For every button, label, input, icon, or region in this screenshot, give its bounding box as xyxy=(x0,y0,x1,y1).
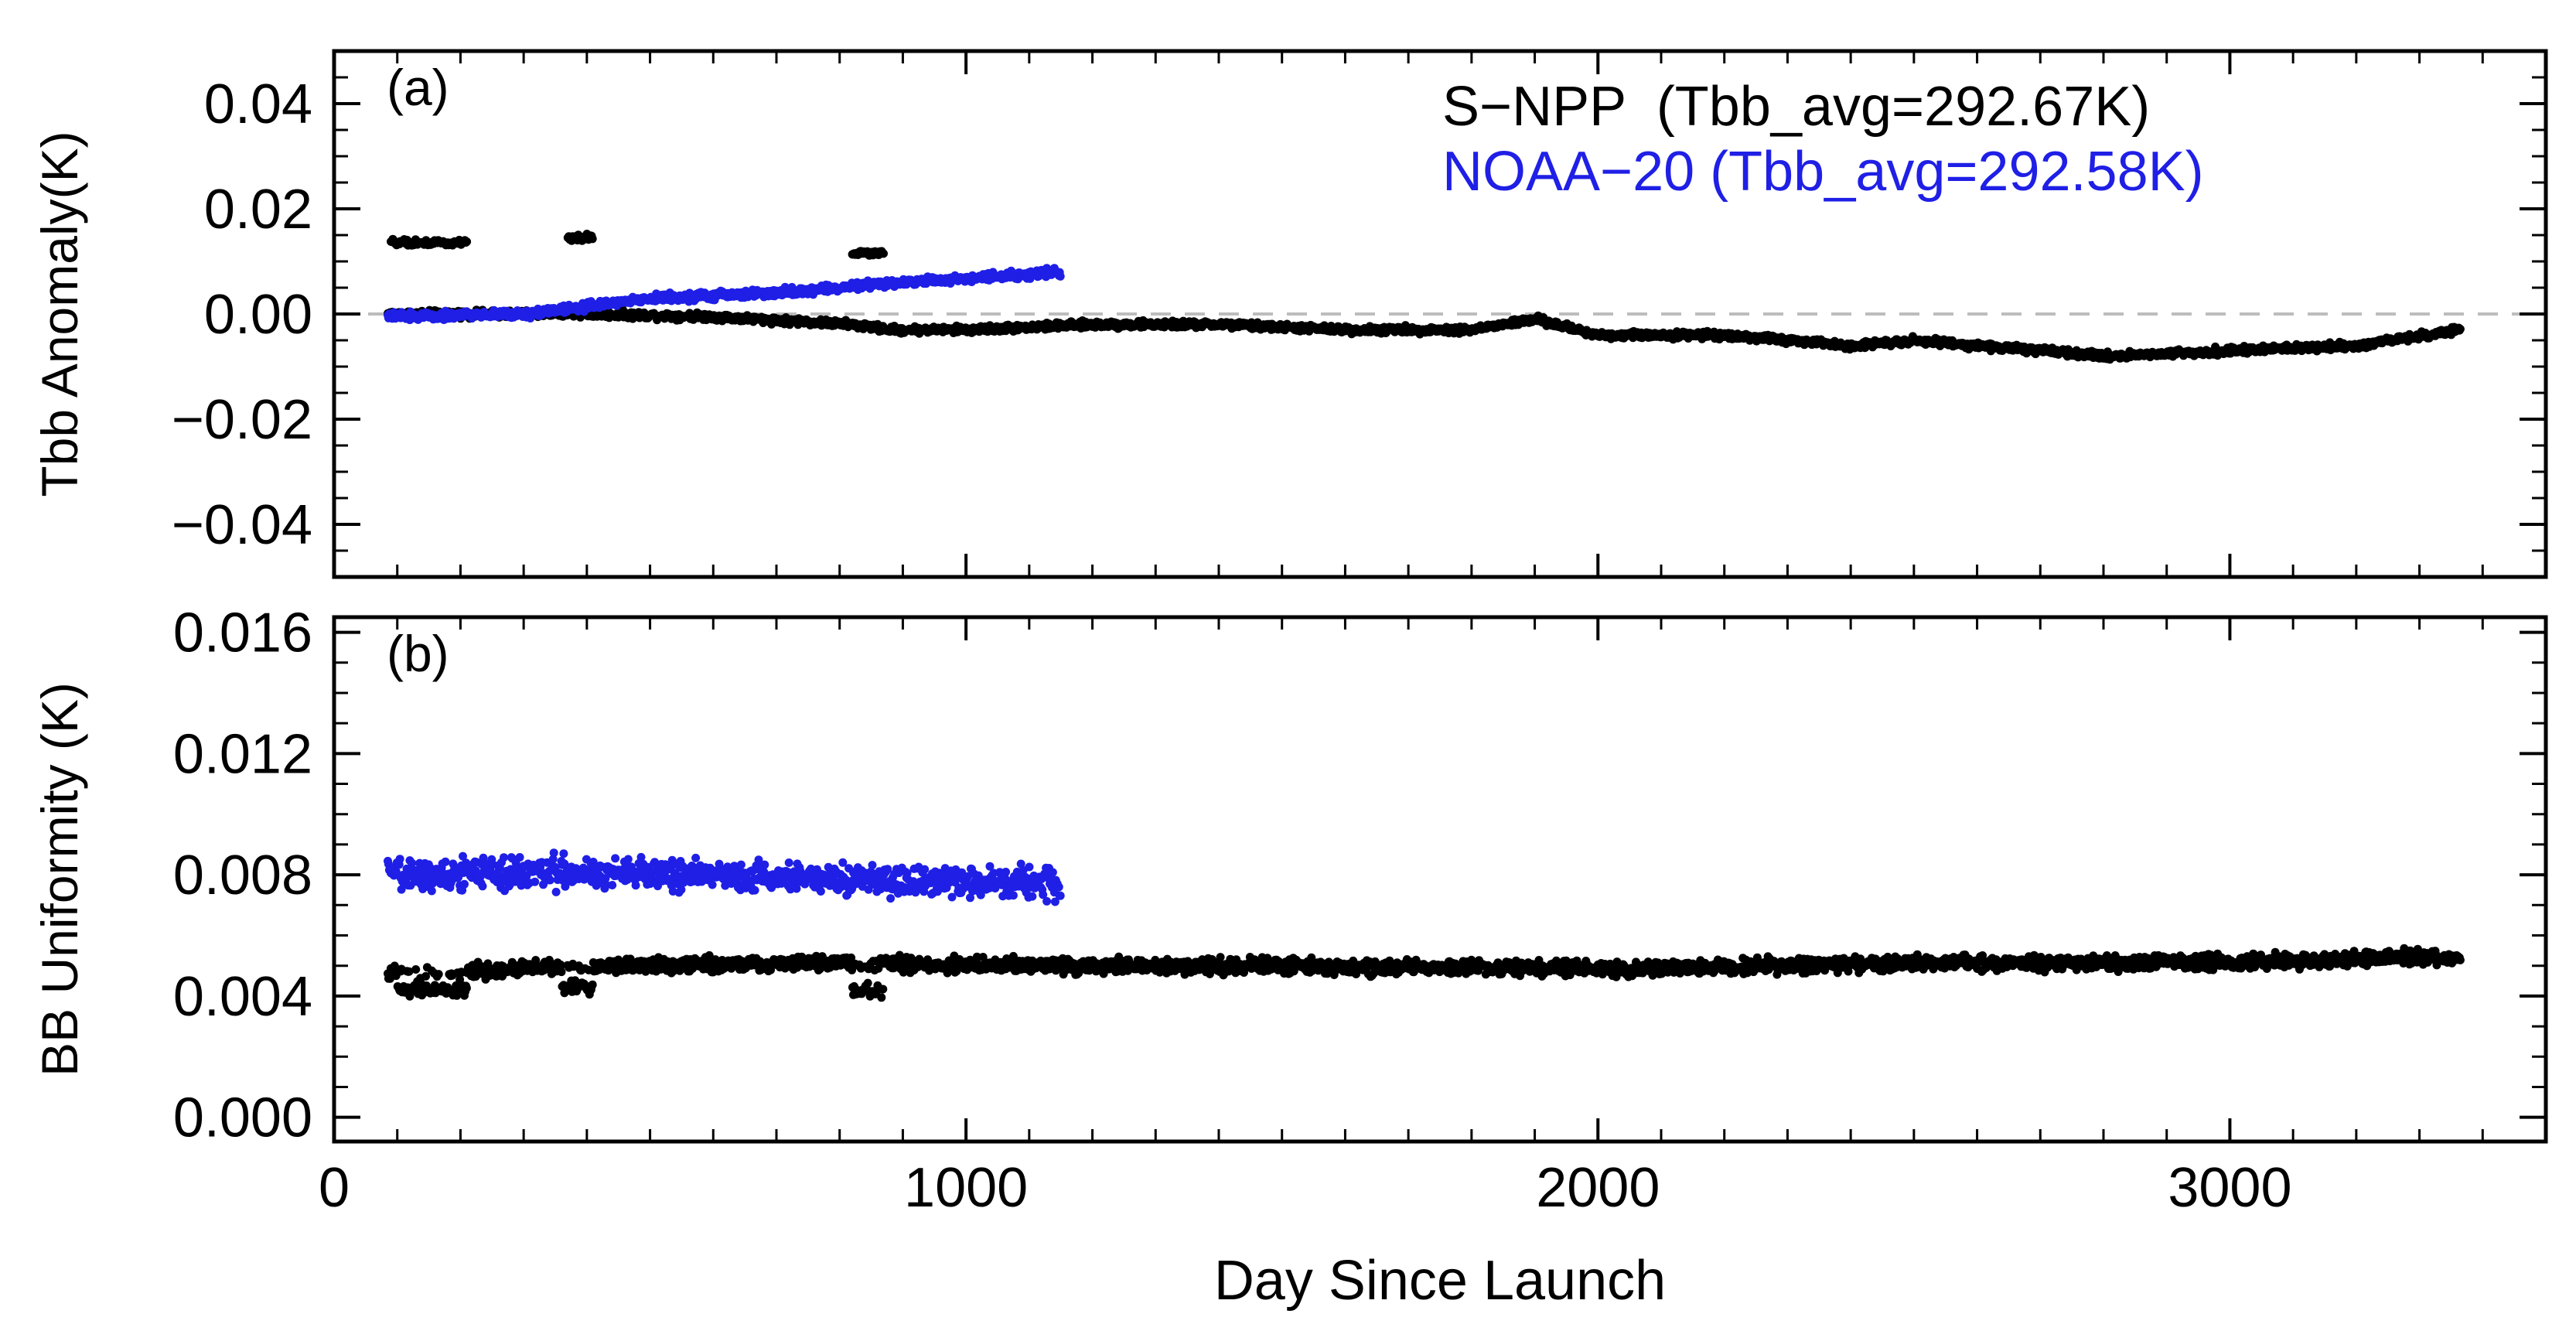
data-point xyxy=(462,237,472,246)
y-tick-label: 0.00 xyxy=(204,284,312,346)
data-point xyxy=(2455,325,2465,333)
data-point xyxy=(879,249,888,258)
data-point xyxy=(877,993,886,1002)
y-tick-label: 0.04 xyxy=(204,73,312,135)
data-point xyxy=(411,965,421,974)
panel-a-y-axis-label: Tbb Anomaly(K) xyxy=(31,131,88,497)
legend-entry-snpp: S−NPP (Tbb_avg=292.67K) xyxy=(1442,76,2150,138)
data-point xyxy=(588,234,597,244)
series-noaa-20 xyxy=(384,264,1065,325)
panel-a-chart: −0.04 −0.02 0.00 0.02 0.04 (a) Tbb Anomaly(K… xyxy=(31,49,2548,579)
panel-a-data-points xyxy=(384,230,2465,364)
data-point xyxy=(421,971,430,981)
panel-a-frame xyxy=(332,49,2548,579)
y-tick-label: −0.02 xyxy=(172,389,312,451)
data-point xyxy=(879,985,888,994)
panel-a-ticks: −0.04 −0.02 0.00 0.02 0.04 xyxy=(172,49,2547,578)
panel-b-data-points xyxy=(384,848,2465,1002)
data-point xyxy=(404,967,414,976)
legend-entry-noaa20: NOAA−20 (Tbb_avg=292.58K) xyxy=(1442,141,2204,203)
y-tick-label: 0.02 xyxy=(204,179,312,241)
data-point xyxy=(434,970,443,979)
panel-a-label: (a) xyxy=(387,59,449,116)
data-point xyxy=(863,978,872,988)
data-point xyxy=(588,980,597,989)
y-tick-label: −0.04 xyxy=(172,494,312,556)
data-point xyxy=(1056,271,1065,281)
data-point xyxy=(462,984,471,993)
data-point xyxy=(557,968,566,977)
series-s-npp xyxy=(384,944,2465,1002)
